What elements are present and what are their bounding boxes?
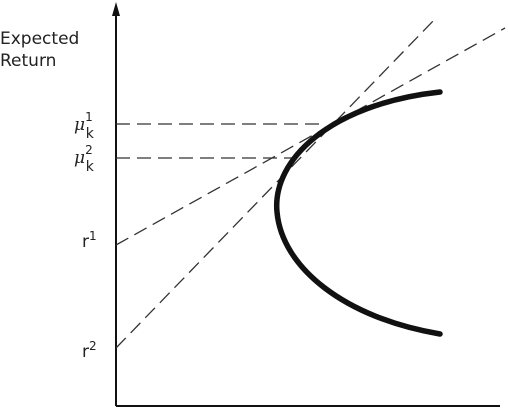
y-label-line: Expected bbox=[0, 29, 79, 49]
symbol: μ bbox=[74, 115, 85, 135]
subscript: k bbox=[86, 159, 95, 175]
superscript: 2 bbox=[89, 339, 97, 353]
superscript: 1 bbox=[85, 110, 93, 124]
level-label: μ2 k bbox=[74, 143, 95, 175]
superscript: 1 bbox=[89, 229, 97, 243]
symbol: μ bbox=[74, 148, 85, 168]
tangent-line bbox=[115, 17, 437, 349]
y-axis-arrow bbox=[112, 2, 120, 16]
y-label-line: Return bbox=[0, 51, 56, 71]
symbol: r bbox=[82, 342, 89, 362]
symbol: r bbox=[82, 232, 89, 252]
tangent-line bbox=[115, 27, 506, 246]
intercept-label: r1 bbox=[82, 229, 97, 252]
superscript: 2 bbox=[85, 143, 93, 157]
level-label: μ1 k bbox=[74, 110, 95, 142]
frontier-curve bbox=[274, 89, 443, 337]
intercept-label: r2 bbox=[82, 339, 97, 362]
dashed-lines bbox=[115, 17, 506, 349]
subscript: k bbox=[86, 126, 95, 142]
